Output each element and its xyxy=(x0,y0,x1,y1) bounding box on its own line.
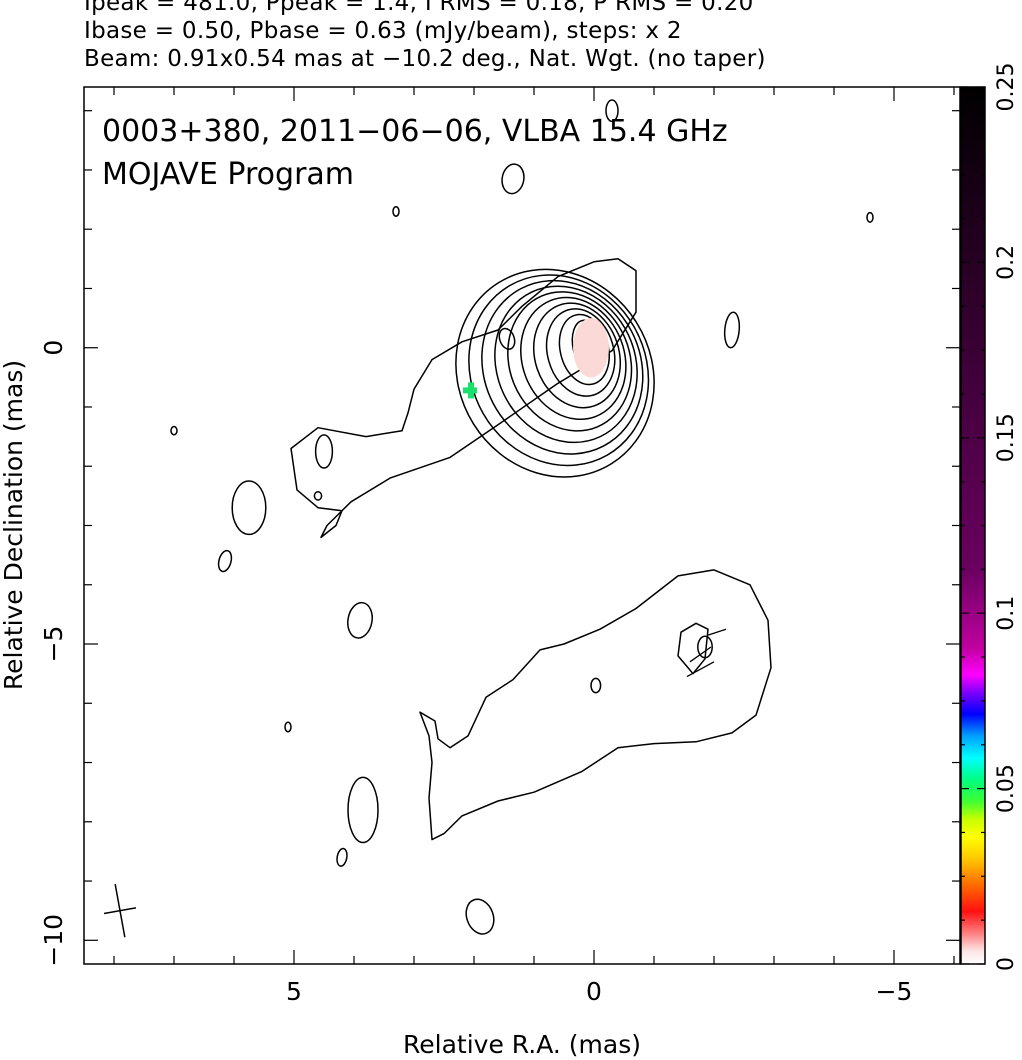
header-line-intensity: Ipeak = 481.0, Ppeak = 1.4, I RMS = 0.18… xyxy=(84,0,754,16)
isolated-contour xyxy=(347,776,379,844)
isolated-contour xyxy=(605,99,619,123)
isolated-contour xyxy=(284,721,292,733)
core-contour xyxy=(468,274,650,467)
isolated-contour xyxy=(866,211,874,223)
core-contour xyxy=(494,285,638,444)
colorbar-tick-label: 0.2 xyxy=(994,245,1019,280)
core-contour xyxy=(481,279,644,455)
outer-jet-contour xyxy=(419,569,772,841)
evpa-tick xyxy=(707,628,727,636)
colorbar-tick-label: 0 xyxy=(994,957,1019,971)
polarization-marker xyxy=(463,387,477,394)
x-axis-label: Relative R.A. (mas) xyxy=(403,1030,641,1059)
isolated-contour xyxy=(170,425,178,436)
isolated-contour xyxy=(231,480,267,536)
x-tick-label: 0 xyxy=(586,977,602,1006)
isolated-contour xyxy=(498,327,516,350)
header-line-beam: Beam: 0.91x0.54 mas at −10.2 deg., Nat. … xyxy=(84,46,766,72)
core-contour xyxy=(455,268,655,478)
core-contour xyxy=(545,308,616,397)
plot-frame xyxy=(83,86,961,965)
x-tick-label: −5 xyxy=(876,977,913,1006)
colorbar-tick-label: 0.25 xyxy=(994,63,1019,112)
sw-component-contour xyxy=(677,622,709,675)
marks-layer xyxy=(103,318,727,938)
evpa-tick xyxy=(686,661,715,678)
colorbar-tick-label: 0.15 xyxy=(994,413,1019,462)
isolated-contour xyxy=(723,311,741,349)
isolated-contour xyxy=(347,601,373,639)
x-tick-label: 5 xyxy=(286,977,302,1006)
contour-layer xyxy=(170,99,874,935)
jet-outer-contour xyxy=(290,258,637,539)
core-contour xyxy=(520,296,627,421)
beam-minor-axis xyxy=(103,907,137,915)
core-contour xyxy=(507,291,633,432)
y-tick-label: −5 xyxy=(39,626,68,663)
header-line-base: Ibase = 0.50, Pbase = 0.63 (mJy/beam), s… xyxy=(84,18,682,44)
isolated-contour xyxy=(314,434,334,469)
sw-component-inner-contour xyxy=(697,635,713,659)
chart-title: 0003+380, 2011−06−06, VLBA 15.4 GHz xyxy=(102,114,728,149)
colorbar-frame xyxy=(960,86,986,965)
isolated-contour xyxy=(313,490,323,501)
isolated-contour xyxy=(590,677,602,694)
core-contour xyxy=(532,302,622,409)
isolated-contour xyxy=(501,163,525,195)
y-tick-label: −10 xyxy=(39,914,68,967)
isolated-contour xyxy=(465,898,495,935)
colorbar-tick-label: 0.1 xyxy=(994,596,1019,631)
isolated-contour xyxy=(336,847,348,867)
evpa-tick xyxy=(689,646,712,663)
isolated-contour xyxy=(217,549,233,573)
isolated-contour xyxy=(392,205,400,217)
y-axis-label: Relative Declination (mas) xyxy=(0,360,28,690)
colorbar-tick-label: 0.05 xyxy=(994,764,1019,813)
chart-subtitle: MOJAVE Program xyxy=(102,157,354,192)
axis-ticks: 5 0 −5 0 −5 −10 xyxy=(39,87,960,1006)
core-intensity-fill xyxy=(573,318,609,378)
y-tick-label: 0 xyxy=(39,340,68,356)
